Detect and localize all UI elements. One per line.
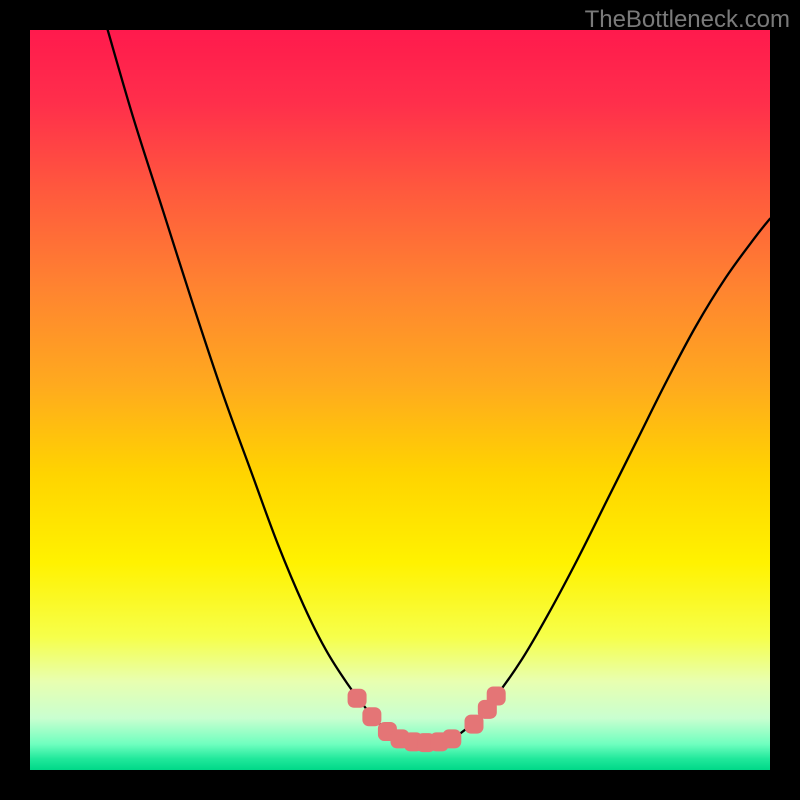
- marker-point: [443, 730, 461, 748]
- marker-point: [487, 687, 505, 705]
- marker-point: [363, 708, 381, 726]
- chart-stage: TheBottleneck.com: [0, 0, 800, 800]
- watermark-text: TheBottleneck.com: [585, 6, 790, 34]
- marker-point: [348, 689, 366, 707]
- marker-point: [465, 715, 483, 733]
- bottleneck-chart: [0, 0, 800, 800]
